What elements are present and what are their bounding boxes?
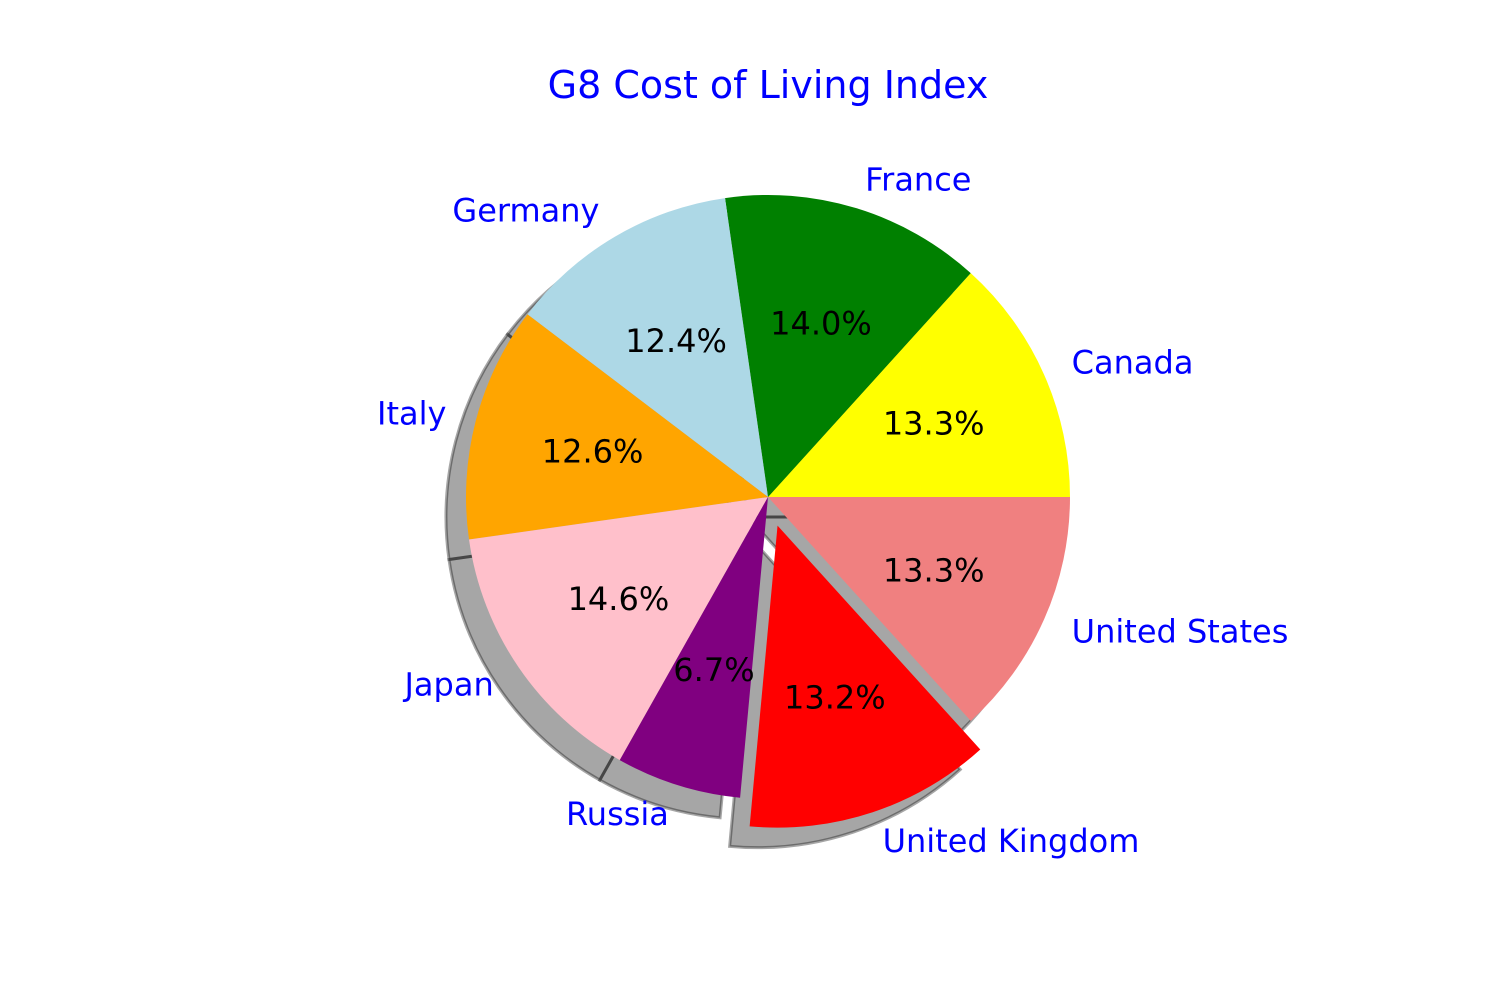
slice-label-germany: Germany xyxy=(452,192,599,230)
pct-label-united-kingdom: 13.2% xyxy=(784,679,886,717)
pct-label-japan: 14.6% xyxy=(568,580,670,618)
slice-label-italy: Italy xyxy=(377,394,446,432)
slice-label-russia: Russia xyxy=(566,795,669,833)
pct-label-france: 14.0% xyxy=(770,305,872,343)
slice-canada xyxy=(768,273,1070,497)
pct-label-germany: 12.4% xyxy=(625,322,727,360)
slice-label-united-kingdom: United Kingdom xyxy=(883,822,1140,860)
slice-russia xyxy=(619,497,768,798)
label-layer: Canada 13.3% France 14.0% Germany 12.4% Italy 1… xyxy=(377,160,1288,860)
pct-label-united-states: 13.3% xyxy=(883,551,985,589)
slice-united-states xyxy=(768,497,1070,721)
slice-italy xyxy=(466,314,768,540)
pct-label-canada: 13.3% xyxy=(883,405,985,443)
slice-japan xyxy=(469,497,768,761)
pct-label-russia: 6.7% xyxy=(673,651,754,689)
slice-united-kingdom xyxy=(749,525,981,828)
slice-layer xyxy=(466,195,1070,828)
slice-france xyxy=(725,195,971,497)
slice-label-japan: Japan xyxy=(402,665,493,703)
slice-germany xyxy=(527,198,768,498)
slice-label-united-states: United States xyxy=(1072,613,1289,651)
slice-label-france: France xyxy=(865,160,971,198)
pct-label-italy: 12.6% xyxy=(542,432,644,470)
chart-title: G8 Cost of Living Index xyxy=(548,63,989,107)
slice-label-canada: Canada xyxy=(1072,343,1194,381)
